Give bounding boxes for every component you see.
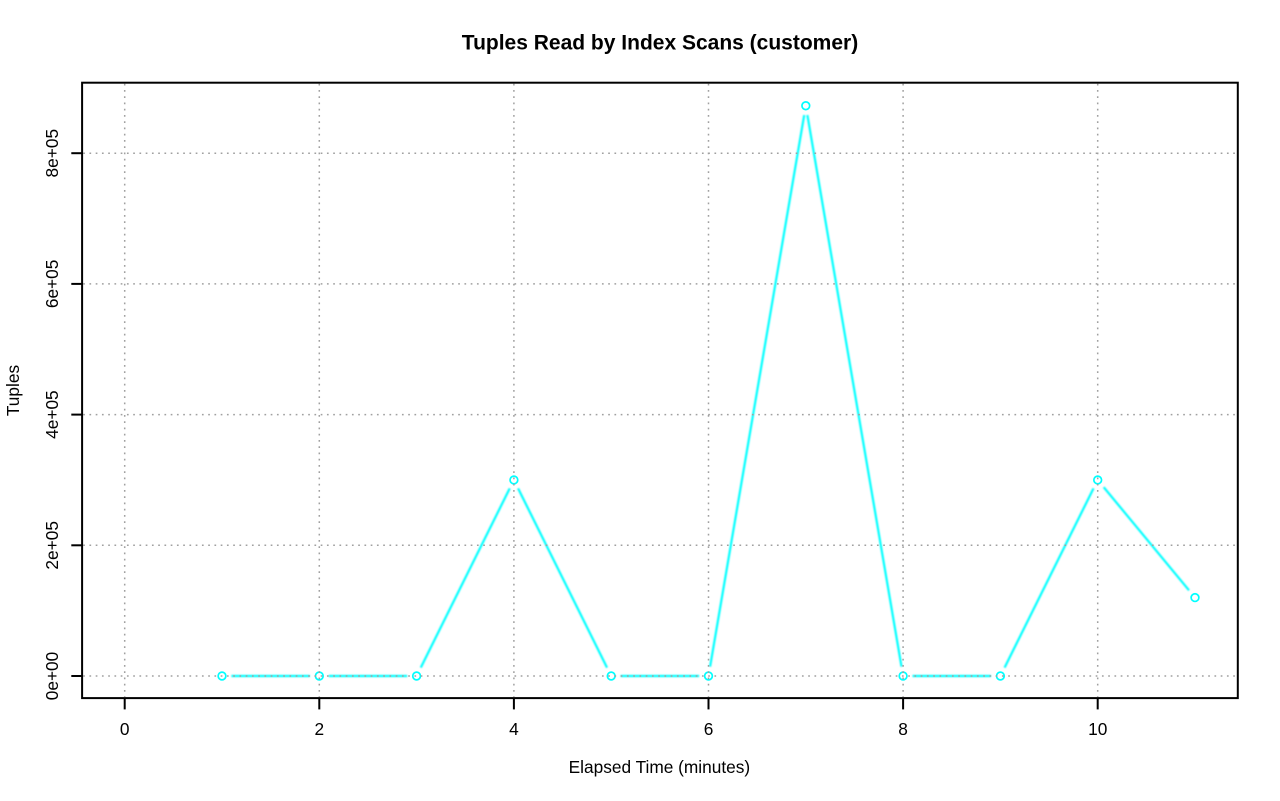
svg-text:Tuples: Tuples	[3, 365, 23, 417]
svg-text:Elapsed Time (minutes): Elapsed Time (minutes)	[569, 757, 751, 777]
svg-text:8: 8	[898, 719, 908, 739]
svg-text:4e+05: 4e+05	[42, 390, 62, 439]
svg-text:10: 10	[1088, 719, 1107, 739]
svg-text:4: 4	[509, 719, 519, 739]
svg-text:6e+05: 6e+05	[42, 260, 62, 309]
svg-text:8e+05: 8e+05	[42, 129, 62, 178]
svg-text:2: 2	[314, 719, 324, 739]
svg-text:2e+05: 2e+05	[42, 521, 62, 570]
svg-text:Tuples Read by Index Scans (cu: Tuples Read by Index Scans (customer)	[462, 31, 858, 54]
svg-text:6: 6	[704, 719, 714, 739]
svg-text:0: 0	[120, 719, 130, 739]
svg-text:0e+00: 0e+00	[42, 652, 62, 701]
